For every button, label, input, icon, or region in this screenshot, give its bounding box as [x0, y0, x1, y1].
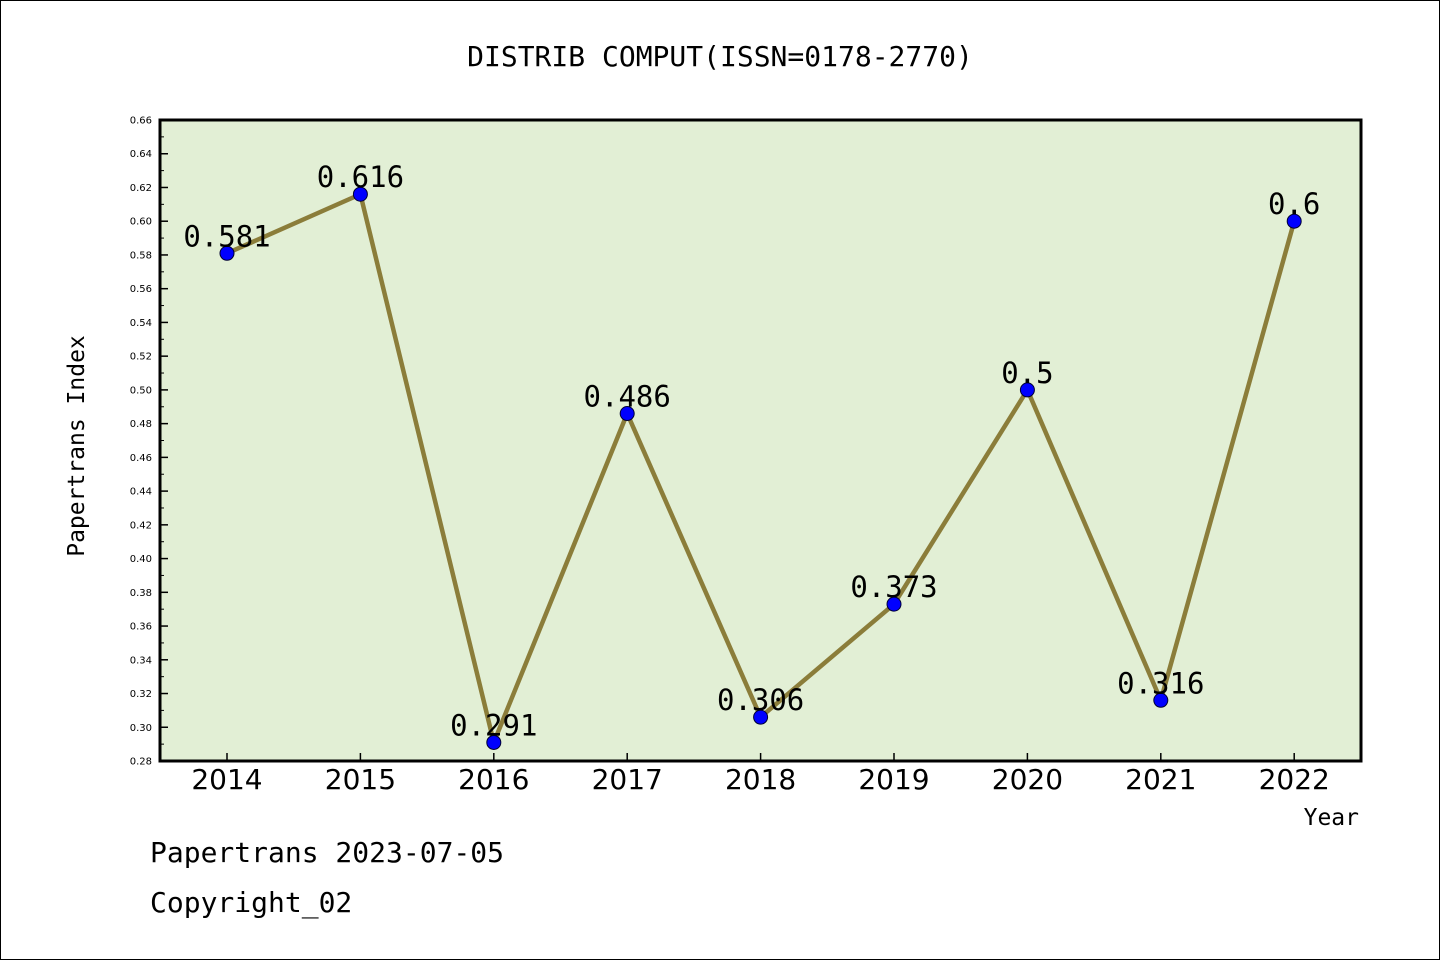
data-point	[352, 186, 368, 202]
data-label: 0.5	[1001, 356, 1053, 390]
y-axis-ticks: 0.28 0.30 0.32 0.34 0.36 0.38 0.40 0.42 0.44 0.46…	[130, 116, 168, 768]
x-axis-ticks: 2014 2015 2016 2017 2018 2019 2020 2021 2022	[191, 753, 1330, 796]
y-tick-label: 0.28	[130, 757, 152, 768]
y-tick-label: 0.64	[130, 149, 152, 160]
y-axis-label: Papertrans Index	[64, 335, 90, 557]
y-tick-label: 0.40	[130, 554, 152, 565]
plot-area	[158, 118, 1363, 763]
y-tick-label: 0.36	[130, 622, 152, 633]
data-point	[619, 406, 635, 422]
y-tick-label: 0.38	[130, 588, 152, 599]
footer-date-text: Papertrans 2023-07-05	[150, 836, 505, 869]
x-axis-label: Year	[1304, 805, 1359, 831]
data-label: 0.306	[717, 683, 804, 717]
data-point	[219, 245, 235, 261]
data-label: 0.291	[450, 708, 537, 742]
y-tick-label: 0.60	[130, 217, 152, 228]
y-tick-label: 0.42	[130, 520, 152, 531]
x-tick-label: 2018	[725, 763, 796, 796]
x-tick-label: 2021	[1125, 763, 1196, 796]
data-point	[486, 734, 502, 750]
y-tick-label: 0.32	[130, 689, 152, 700]
y-tick-label: 0.58	[130, 250, 152, 261]
y-tick-label: 0.44	[130, 487, 152, 498]
x-tick-label: 2017	[592, 763, 663, 796]
data-point	[886, 596, 902, 612]
y-tick-label: 0.66	[130, 116, 152, 127]
x-tick-label: 2016	[458, 763, 529, 796]
x-tick-label: 2015	[325, 763, 396, 796]
y-tick-label: 0.30	[130, 723, 152, 734]
y-tick-label: 0.62	[130, 183, 152, 194]
y-tick-label: 0.48	[130, 419, 152, 430]
data-labels: 0.581 0.616 0.291 0.486 0.306 0.373 0.5 0.316 0.…	[183, 160, 1320, 742]
data-label: 0.6	[1268, 187, 1320, 221]
x-tick-label: 2022	[1259, 763, 1330, 796]
x-tick-label: 2020	[992, 763, 1063, 796]
data-point	[1153, 692, 1169, 708]
y-tick-label: 0.46	[130, 453, 152, 464]
data-point	[753, 709, 769, 725]
data-point	[1019, 382, 1035, 398]
data-label: 0.616	[317, 160, 404, 194]
series-layer	[219, 186, 1302, 750]
y-tick-label: 0.56	[130, 284, 152, 295]
x-tick-label: 2014	[191, 763, 262, 796]
data-label: 0.316	[1117, 666, 1204, 700]
y-tick-label: 0.54	[130, 318, 152, 329]
data-label: 0.373	[850, 570, 937, 604]
x-tick-label: 2019	[858, 763, 929, 796]
data-point	[1286, 213, 1302, 229]
y-tick-label: 0.50	[130, 385, 152, 396]
chart-title: DISTRIB COMPUT(ISSN=0178-2770)	[467, 40, 973, 73]
footer-copyright-text: Copyright_02	[150, 886, 353, 919]
y-tick-label: 0.34	[130, 655, 152, 666]
y-tick-label: 0.52	[130, 352, 152, 363]
data-label: 0.581	[183, 219, 270, 253]
data-label: 0.486	[584, 380, 671, 414]
